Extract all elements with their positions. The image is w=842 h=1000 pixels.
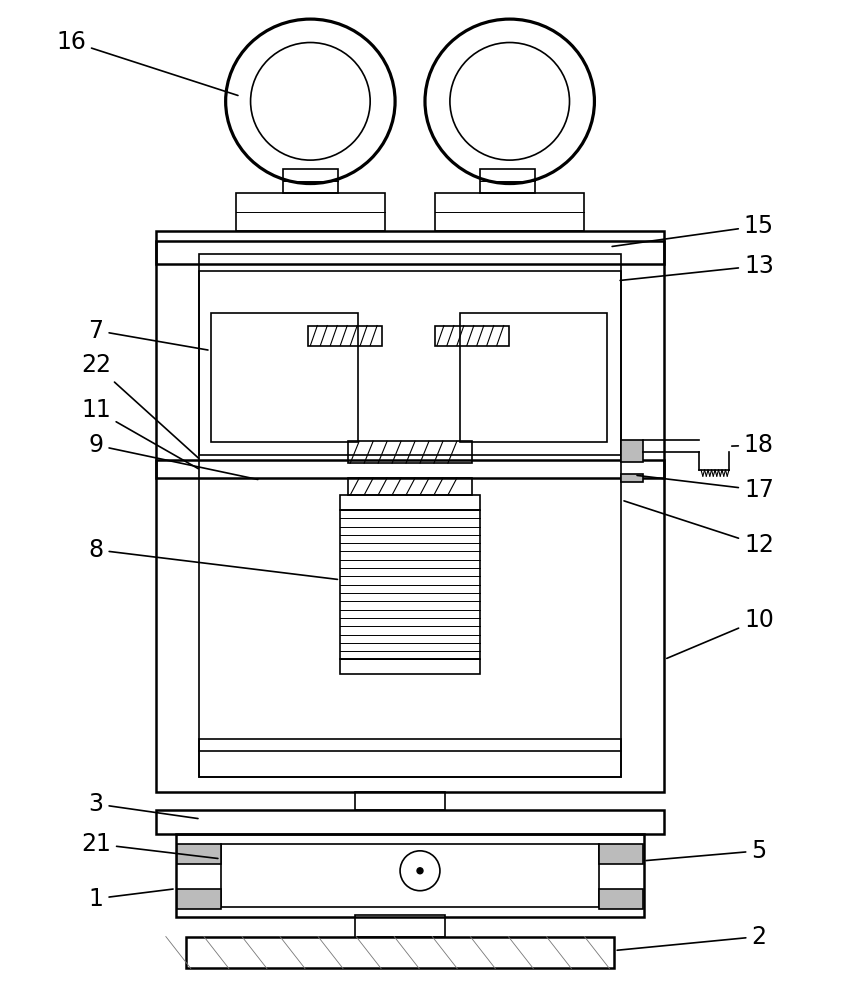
- Bar: [621, 440, 643, 462]
- Bar: [177, 889, 221, 909]
- Bar: [600, 889, 643, 909]
- Bar: [349, 441, 472, 463]
- Bar: [284, 169, 338, 193]
- Text: 10: 10: [667, 608, 774, 658]
- Bar: [186, 937, 615, 968]
- Bar: [177, 844, 221, 864]
- Bar: [349, 478, 472, 495]
- Text: 3: 3: [88, 792, 198, 819]
- Bar: [156, 460, 664, 478]
- Text: 5: 5: [646, 839, 766, 863]
- Bar: [355, 792, 445, 810]
- Bar: [221, 844, 600, 907]
- Bar: [156, 241, 664, 792]
- Bar: [199, 271, 621, 455]
- Circle shape: [417, 868, 423, 874]
- Bar: [340, 510, 480, 659]
- Text: 13: 13: [620, 254, 774, 280]
- Text: 22: 22: [81, 353, 199, 458]
- Ellipse shape: [450, 43, 569, 160]
- Bar: [340, 659, 480, 674]
- Text: 16: 16: [56, 30, 238, 95]
- Bar: [199, 254, 621, 777]
- Bar: [176, 834, 644, 917]
- Text: 1: 1: [88, 887, 173, 911]
- Ellipse shape: [251, 43, 370, 160]
- Bar: [435, 326, 509, 346]
- Bar: [308, 326, 382, 346]
- Bar: [435, 193, 584, 231]
- Bar: [621, 474, 643, 482]
- Text: 7: 7: [88, 319, 208, 350]
- Bar: [199, 739, 621, 777]
- Text: 21: 21: [81, 832, 218, 858]
- Text: 18: 18: [732, 433, 774, 457]
- Text: 12: 12: [624, 501, 774, 557]
- Bar: [236, 193, 385, 231]
- Text: 17: 17: [637, 475, 774, 502]
- Bar: [480, 169, 535, 193]
- Bar: [460, 313, 607, 442]
- Text: 15: 15: [612, 214, 774, 246]
- Bar: [156, 810, 664, 834]
- Bar: [355, 915, 445, 937]
- Text: 9: 9: [88, 433, 258, 479]
- Text: 2: 2: [617, 925, 766, 950]
- Text: 8: 8: [88, 538, 338, 579]
- Bar: [340, 495, 480, 510]
- Text: 11: 11: [81, 398, 199, 469]
- Bar: [600, 844, 643, 864]
- Bar: [156, 231, 664, 264]
- Bar: [210, 313, 358, 442]
